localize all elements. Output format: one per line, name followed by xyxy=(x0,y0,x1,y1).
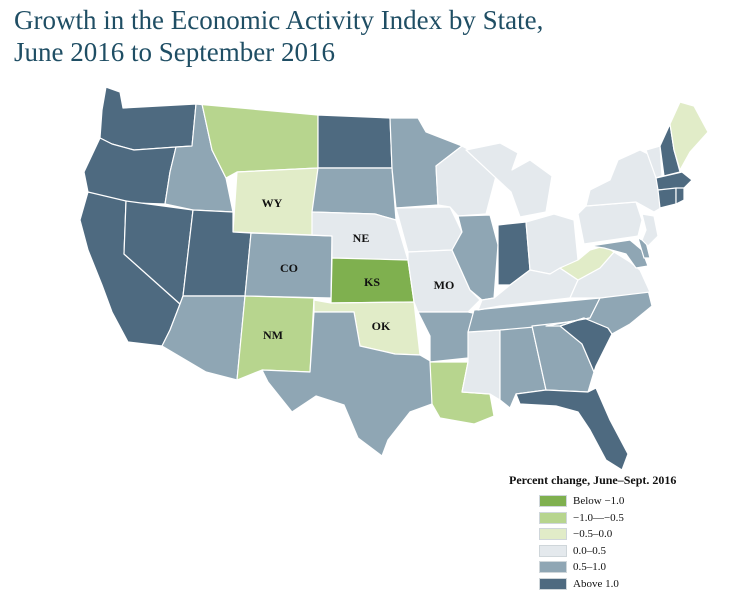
legend-label: Above 1.0 xyxy=(573,577,619,590)
legend-label: Below −1.0 xyxy=(573,495,625,508)
legend-swatch xyxy=(539,511,567,524)
title-line-2: June 2016 to September 2016 xyxy=(14,37,335,67)
state-nd[interactable] xyxy=(317,114,393,169)
state-wa[interactable] xyxy=(99,86,197,151)
label-wy: WY xyxy=(262,196,283,210)
legend-title: Percent change, June–Sept. 2016 xyxy=(509,473,677,487)
legend-swatch xyxy=(539,577,567,590)
label-ks: KS xyxy=(364,275,380,289)
legend-label: −1.0—−0.5 xyxy=(573,511,624,524)
state-fl[interactable] xyxy=(515,387,629,471)
label-ok: OK xyxy=(372,319,391,333)
map-legend: Percent change, June–Sept. 2016 Below −1… xyxy=(509,473,676,592)
state-ri[interactable] xyxy=(675,187,685,205)
state-mi[interactable] xyxy=(465,142,553,218)
legend-swatch xyxy=(539,561,567,574)
legend-item: −1.0—−0.5 xyxy=(509,510,676,527)
label-ne: NE xyxy=(353,231,370,245)
state-tx[interactable] xyxy=(261,311,433,457)
legend-item: 0.0–0.5 xyxy=(509,543,676,560)
state-wv[interactable] xyxy=(559,245,615,281)
title-line-1: Growth in the Economic Activity Index by… xyxy=(14,5,544,35)
state-ms[interactable] xyxy=(461,329,501,401)
legend-label: 0.0–0.5 xyxy=(573,544,606,557)
state-ct[interactable] xyxy=(657,187,677,209)
legend-swatch xyxy=(539,544,567,557)
legend-swatch xyxy=(539,495,567,508)
label-co: CO xyxy=(280,261,298,275)
label-mo: MO xyxy=(434,278,455,292)
map-title: Growth in the Economic Activity Index by… xyxy=(14,4,543,68)
state-ma[interactable] xyxy=(655,171,693,191)
legend-swatch xyxy=(539,528,567,541)
legend-label: −0.5–0.0 xyxy=(573,528,613,541)
legend-label: 0.5–1.0 xyxy=(573,561,606,574)
legend-item: −0.5–0.0 xyxy=(509,526,676,543)
state-nj[interactable] xyxy=(641,213,659,247)
label-nm: NM xyxy=(263,328,283,342)
state-me[interactable] xyxy=(669,101,709,171)
legend-item: Above 1.0 xyxy=(509,576,676,593)
legend-item: 0.5–1.0 xyxy=(509,559,676,576)
state-md[interactable] xyxy=(589,239,649,269)
legend-item: Below −1.0 xyxy=(509,493,676,510)
state-pa[interactable] xyxy=(577,201,643,245)
state-ia[interactable] xyxy=(395,206,463,253)
